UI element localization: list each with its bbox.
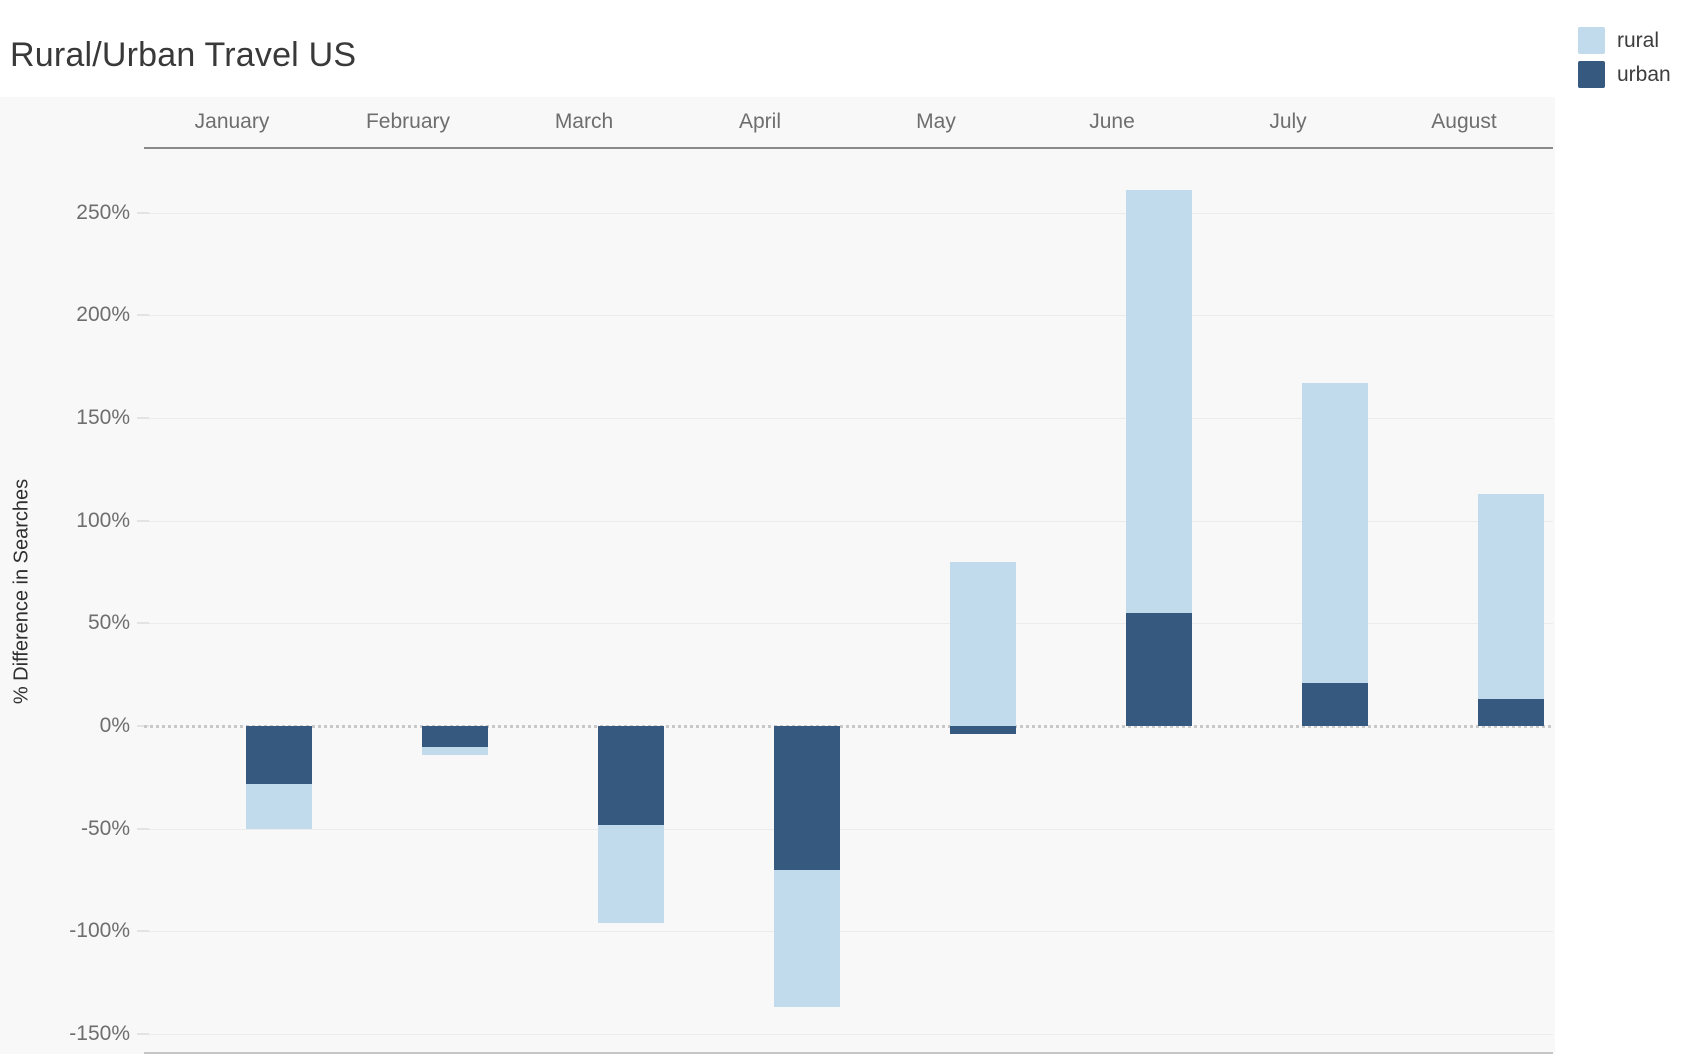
bar-august-urban[interactable] bbox=[1478, 699, 1544, 726]
month-label-july: July bbox=[1269, 110, 1307, 133]
bar-june-rural[interactable] bbox=[1126, 189, 1192, 613]
zero-baseline bbox=[144, 725, 1553, 728]
y-axis-tick bbox=[137, 211, 149, 214]
y-axis-tick bbox=[137, 622, 149, 625]
y-tick-label: 0% bbox=[99, 714, 130, 737]
bar-july-urban[interactable] bbox=[1302, 682, 1368, 726]
bar-march-urban[interactable] bbox=[598, 726, 664, 825]
y-axis-tick bbox=[137, 1033, 149, 1036]
legend-swatch-urban-icon bbox=[1578, 61, 1605, 88]
legend-item-urban[interactable]: urban bbox=[1578, 61, 1696, 88]
bar-april-urban[interactable] bbox=[774, 726, 840, 870]
y-axis-tick bbox=[137, 827, 149, 830]
y-axis-tick bbox=[137, 725, 149, 727]
gridline bbox=[144, 1034, 1553, 1036]
legend: rural urban bbox=[1578, 27, 1696, 95]
bar-february-rural[interactable] bbox=[422, 746, 488, 755]
bar-march-rural[interactable] bbox=[598, 824, 664, 924]
gridline bbox=[144, 623, 1553, 625]
month-label-january: January bbox=[194, 110, 270, 133]
y-tick-label: -50% bbox=[80, 816, 130, 840]
gridline bbox=[144, 828, 1553, 830]
y-axis-title: % Difference in Searches bbox=[10, 478, 33, 705]
legend-swatch-rural-icon bbox=[1578, 27, 1605, 54]
gridline bbox=[144, 212, 1553, 214]
y-axis-tick bbox=[137, 416, 149, 419]
month-label-march: March bbox=[554, 110, 614, 133]
legend-label: urban bbox=[1617, 63, 1671, 86]
bar-february-urban[interactable] bbox=[422, 726, 488, 747]
y-tick-label: 200% bbox=[76, 303, 130, 327]
gridline bbox=[144, 520, 1553, 522]
y-axis-tick bbox=[137, 314, 149, 317]
month-label-august: August bbox=[1431, 110, 1497, 133]
y-axis-tick bbox=[137, 519, 149, 522]
bar-april-rural[interactable] bbox=[774, 869, 840, 1008]
bar-may-urban[interactable] bbox=[950, 726, 1016, 735]
bar-august-rural[interactable] bbox=[1478, 493, 1544, 700]
bar-july-rural[interactable] bbox=[1302, 383, 1368, 683]
legend-item-rural[interactable]: rural bbox=[1578, 27, 1696, 54]
y-tick-label: 150% bbox=[76, 405, 130, 429]
gridline bbox=[144, 315, 1553, 317]
y-tick-label: 250% bbox=[76, 200, 130, 224]
gridline bbox=[144, 931, 1553, 933]
bar-january-rural[interactable] bbox=[246, 783, 312, 829]
month-label-may: May bbox=[916, 110, 956, 133]
chart-title: Rural/Urban Travel US bbox=[10, 36, 357, 74]
bar-may-rural[interactable] bbox=[950, 561, 1016, 726]
gridline bbox=[144, 417, 1553, 419]
legend-label: rural bbox=[1617, 29, 1660, 52]
y-tick-label: -100% bbox=[69, 919, 130, 943]
month-label-february: February bbox=[365, 110, 451, 133]
month-label-june: June bbox=[1089, 110, 1135, 133]
column-header-line bbox=[144, 147, 1553, 149]
y-tick-label: 50% bbox=[87, 611, 130, 635]
bar-january-urban[interactable] bbox=[246, 726, 312, 784]
bar-june-urban[interactable] bbox=[1126, 613, 1192, 726]
y-tick-label: -150% bbox=[69, 1022, 130, 1046]
bottom-axis-line bbox=[144, 1052, 1553, 1054]
month-label-april: April bbox=[738, 110, 781, 133]
y-tick-label: 100% bbox=[76, 508, 130, 532]
y-axis-tick bbox=[137, 930, 149, 933]
